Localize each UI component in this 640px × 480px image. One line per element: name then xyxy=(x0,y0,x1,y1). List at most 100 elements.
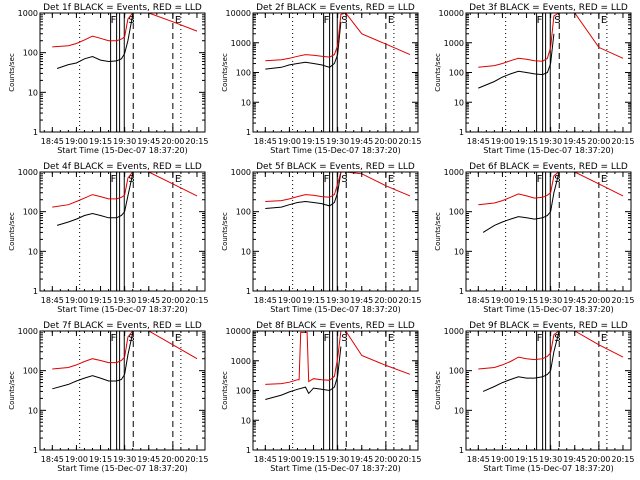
x-tick-label: 19:45 xyxy=(563,455,586,464)
x-tick-label: 19:45 xyxy=(350,137,373,146)
x-axis-label: Start Time (15-Dec-07 18:37:20) xyxy=(57,305,188,314)
marker-label-E: E xyxy=(388,174,394,185)
panel-2: Det 2f BLACK = Events, RED = LLD F S E 1 10 10… xyxy=(221,3,421,155)
marker-label-S: S xyxy=(341,174,347,185)
y-tick-label: 10 xyxy=(454,406,464,415)
y-tick-label: 1000 xyxy=(231,168,251,177)
marker-label-F: F xyxy=(111,15,117,26)
y-axis-label: Counts/sec xyxy=(434,53,442,92)
plot-frame xyxy=(252,330,419,451)
events-series-line xyxy=(56,14,134,69)
events-series-line xyxy=(478,33,555,89)
y-tick-label: 100 xyxy=(236,387,251,396)
events-series-line xyxy=(482,173,560,233)
y-tick-label: 1 xyxy=(459,446,464,455)
events-series-line xyxy=(265,171,342,209)
marker-label-S: S xyxy=(341,15,347,26)
x-tick-label: 18:45 xyxy=(41,455,64,464)
marker-label-F: F xyxy=(324,15,330,26)
x-tick-label: 20:00 xyxy=(374,137,397,146)
y-tick-label: 10 xyxy=(241,416,251,425)
panel-title: Det 3f BLACK = Events, RED = LLD xyxy=(469,3,628,13)
plot-frame xyxy=(465,12,632,133)
y-tick-label: 10 xyxy=(28,88,38,97)
x-tick-label: 20:15 xyxy=(611,296,634,305)
y-tick-label: 1000 xyxy=(444,327,464,336)
y-axis-label: Counts/sec xyxy=(434,371,442,410)
x-tick-label: 19:45 xyxy=(563,137,586,146)
y-tick-label: 1000 xyxy=(444,39,464,48)
x-tick-label: 18:45 xyxy=(254,296,277,305)
x-axis-label: Start Time (15-Dec-07 18:37:20) xyxy=(57,146,188,155)
events-series-line xyxy=(265,346,342,400)
marker-label-F: F xyxy=(537,174,543,185)
marker-label-E: E xyxy=(388,333,394,344)
x-axis-label: Start Time (15-Dec-07 18:37:20) xyxy=(270,146,401,155)
y-tick-label: 100 xyxy=(236,69,251,78)
marker-label-E: E xyxy=(388,15,394,26)
panel-8: Det 8f BLACK = Events, RED = LLD F S E 1 10 10… xyxy=(221,321,421,473)
x-tick-label: 18:45 xyxy=(41,296,64,305)
plot-frame xyxy=(252,12,419,133)
marker-label-E: E xyxy=(175,174,181,185)
x-tick-label: 19:15 xyxy=(89,296,112,305)
y-tick-label: 1 xyxy=(246,128,251,137)
x-tick-label: 20:15 xyxy=(611,137,634,146)
x-axis-label: Start Time (15-Dec-07 18:37:20) xyxy=(270,464,401,473)
marker-label-E: E xyxy=(175,333,181,344)
y-tick-label: 1 xyxy=(33,446,38,455)
panel-5: Det 5f BLACK = Events, RED = LLD F S E 1 10 10… xyxy=(221,162,421,314)
plot-frame xyxy=(465,171,632,292)
y-axis-label: Counts/sec xyxy=(434,212,442,251)
x-axis-label: Start Time (15-Dec-07 18:37:20) xyxy=(270,305,401,314)
y-axis-label: Counts/sec xyxy=(8,212,16,251)
y-tick-label: 1 xyxy=(246,446,251,455)
y-tick-label: 100 xyxy=(449,367,464,376)
events-series-line xyxy=(56,173,134,226)
x-tick-label: 20:15 xyxy=(398,137,421,146)
y-tick-label: 1 xyxy=(33,128,38,137)
y-tick-label: 10 xyxy=(454,247,464,256)
x-tick-label: 19:45 xyxy=(137,137,160,146)
marker-label-E: E xyxy=(601,174,607,185)
x-tick-label: 20:00 xyxy=(374,455,397,464)
x-tick-label: 18:45 xyxy=(467,455,490,464)
panel-title: Det 6f BLACK = Events, RED = LLD xyxy=(469,162,628,172)
y-tick-label: 10 xyxy=(28,406,38,415)
x-tick-label: 20:00 xyxy=(161,296,184,305)
x-axis-label: Start Time (15-Dec-07 18:37:20) xyxy=(483,146,614,155)
x-tick-label: 19:30 xyxy=(539,296,562,305)
panel-3: Det 3f BLACK = Events, RED = LLD F S E 1 10 10… xyxy=(434,3,634,155)
panel-title: Det 7f BLACK = Events, RED = LLD xyxy=(43,321,202,331)
marker-label-E: E xyxy=(601,333,607,344)
y-tick-label: 1 xyxy=(33,287,38,296)
y-axis-label: Counts/sec xyxy=(8,53,16,92)
x-tick-label: 19:15 xyxy=(515,296,538,305)
y-tick-label: 10000 xyxy=(226,327,251,336)
marker-label-F: F xyxy=(324,174,330,185)
x-tick-label: 19:45 xyxy=(350,455,373,464)
y-axis-label: Counts/sec xyxy=(8,371,16,410)
x-tick-label: 18:45 xyxy=(41,137,64,146)
lld-series-line xyxy=(265,330,411,385)
x-tick-label: 18:45 xyxy=(254,455,277,464)
x-tick-label: 20:00 xyxy=(161,455,184,464)
x-tick-label: 19:30 xyxy=(326,296,349,305)
events-series-line xyxy=(482,332,560,392)
x-tick-label: 19:30 xyxy=(113,455,136,464)
y-tick-label: 100 xyxy=(236,208,251,217)
y-tick-label: 100 xyxy=(23,49,38,58)
marker-label-S: S xyxy=(341,333,347,344)
x-tick-label: 19:15 xyxy=(302,296,325,305)
x-tick-label: 20:15 xyxy=(185,455,208,464)
marker-label-F: F xyxy=(324,333,330,344)
x-tick-label: 20:15 xyxy=(611,455,634,464)
y-tick-label: 10000 xyxy=(439,9,464,18)
x-tick-label: 20:00 xyxy=(161,137,184,146)
panel-title: Det 1f BLACK = Events, RED = LLD xyxy=(43,3,202,13)
x-tick-label: 19:30 xyxy=(326,455,349,464)
